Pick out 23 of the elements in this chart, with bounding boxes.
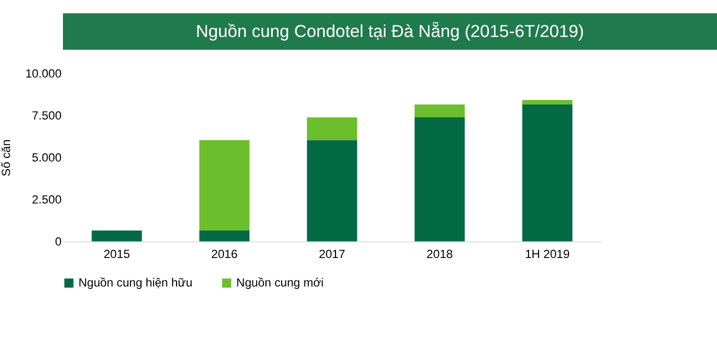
bar — [199, 230, 250, 242]
chart-title: Nguồn cung Condotel tại Đà Nẵng (2015-6T/2019) — [196, 21, 584, 42]
legend-label: Nguồn cung hiện hữu — [78, 276, 192, 290]
bar — [414, 117, 465, 242]
y-tick-label: 0 — [54, 234, 62, 248]
y-axis-title: Số căn — [0, 139, 13, 176]
bar — [306, 140, 358, 242]
y-tick-label: 10.000 — [25, 66, 62, 81]
bar — [522, 104, 572, 242]
x-tick-label: 2016 — [211, 247, 238, 262]
x-tick-label: 2018 — [426, 247, 454, 262]
bar — [522, 100, 572, 105]
bar — [92, 230, 142, 242]
x-tick-label: 1H 2019 — [524, 247, 570, 262]
y-tick-label: 7.500 — [32, 108, 62, 123]
legend-label: Nguồn cung mới — [236, 276, 324, 290]
y-tick-label: 5.000 — [32, 150, 62, 165]
y-tick-label: 2.500 — [32, 192, 62, 206]
x-tick-label: 2015 — [104, 247, 130, 262]
bar — [414, 104, 465, 118]
bar — [199, 140, 250, 230]
bar — [306, 117, 358, 140]
x-tick-label: 2017 — [318, 247, 346, 262]
